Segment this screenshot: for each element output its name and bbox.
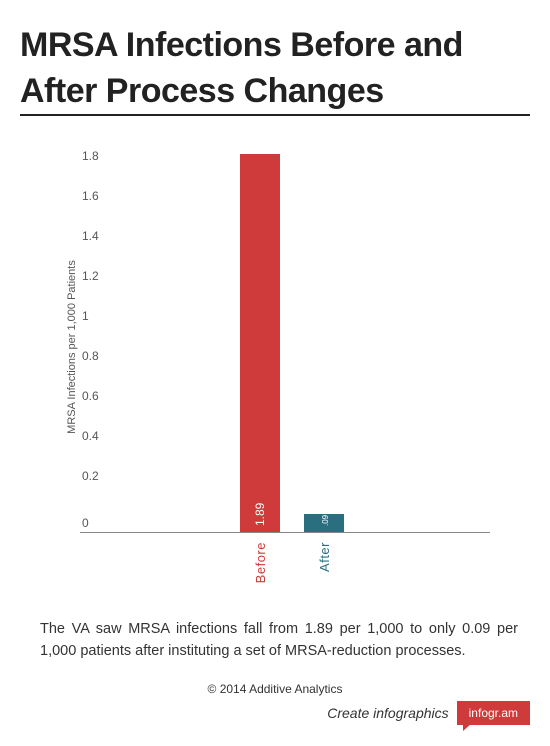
data-label-before: 1.89 <box>253 502 267 526</box>
y-tick-label: 0.4 <box>82 429 99 443</box>
badge-tail-shape <box>462 724 471 731</box>
y-tick-label: 0.6 <box>82 389 99 403</box>
y-axis-ticks: 0 0.2 0.4 0.6 0.8 1 1.2 1.4 1.6 1.8 <box>82 149 99 530</box>
data-label-after: .09 <box>321 514 330 526</box>
y-axis-label: MRSA Infections per 1,000 Patients <box>66 260 78 434</box>
category-labels: Before After <box>253 542 332 583</box>
create-infographics-link[interactable]: Create infographics <box>327 705 449 721</box>
chart-description: The VA saw MRSA infections fall from 1.8… <box>40 621 518 659</box>
bar-chart: 0 0.2 0.4 0.6 0.8 1 1.2 1.4 1.6 1.8 MRSA Infectio… <box>66 149 490 583</box>
page-title: MRSA Infections Before and After Process… <box>20 26 463 110</box>
title-divider <box>20 114 530 116</box>
y-tick-label: 0.2 <box>82 469 99 483</box>
y-tick-label: 0 <box>82 516 89 530</box>
infogram-badge-label: infogr.am <box>468 706 518 720</box>
category-label-after: After <box>317 542 332 572</box>
infogram-badge[interactable]: infogr.am <box>456 701 530 731</box>
y-tick-label: 1.4 <box>82 229 99 243</box>
bar-before[interactable] <box>240 154 280 532</box>
y-tick-label: 1 <box>82 309 89 323</box>
bars-group: 1.89 .09 <box>240 154 344 532</box>
bar-after[interactable] <box>304 514 344 532</box>
y-tick-label: 0.8 <box>82 349 99 363</box>
footer-branding[interactable]: Create infographics infogr.am <box>327 700 530 731</box>
category-label-before: Before <box>253 542 268 583</box>
y-tick-label: 1.6 <box>82 189 99 203</box>
y-tick-label: 1.2 <box>82 269 99 283</box>
copyright-text: © 2014 Additive Analytics <box>207 682 343 696</box>
y-tick-label: 1.8 <box>82 149 99 163</box>
